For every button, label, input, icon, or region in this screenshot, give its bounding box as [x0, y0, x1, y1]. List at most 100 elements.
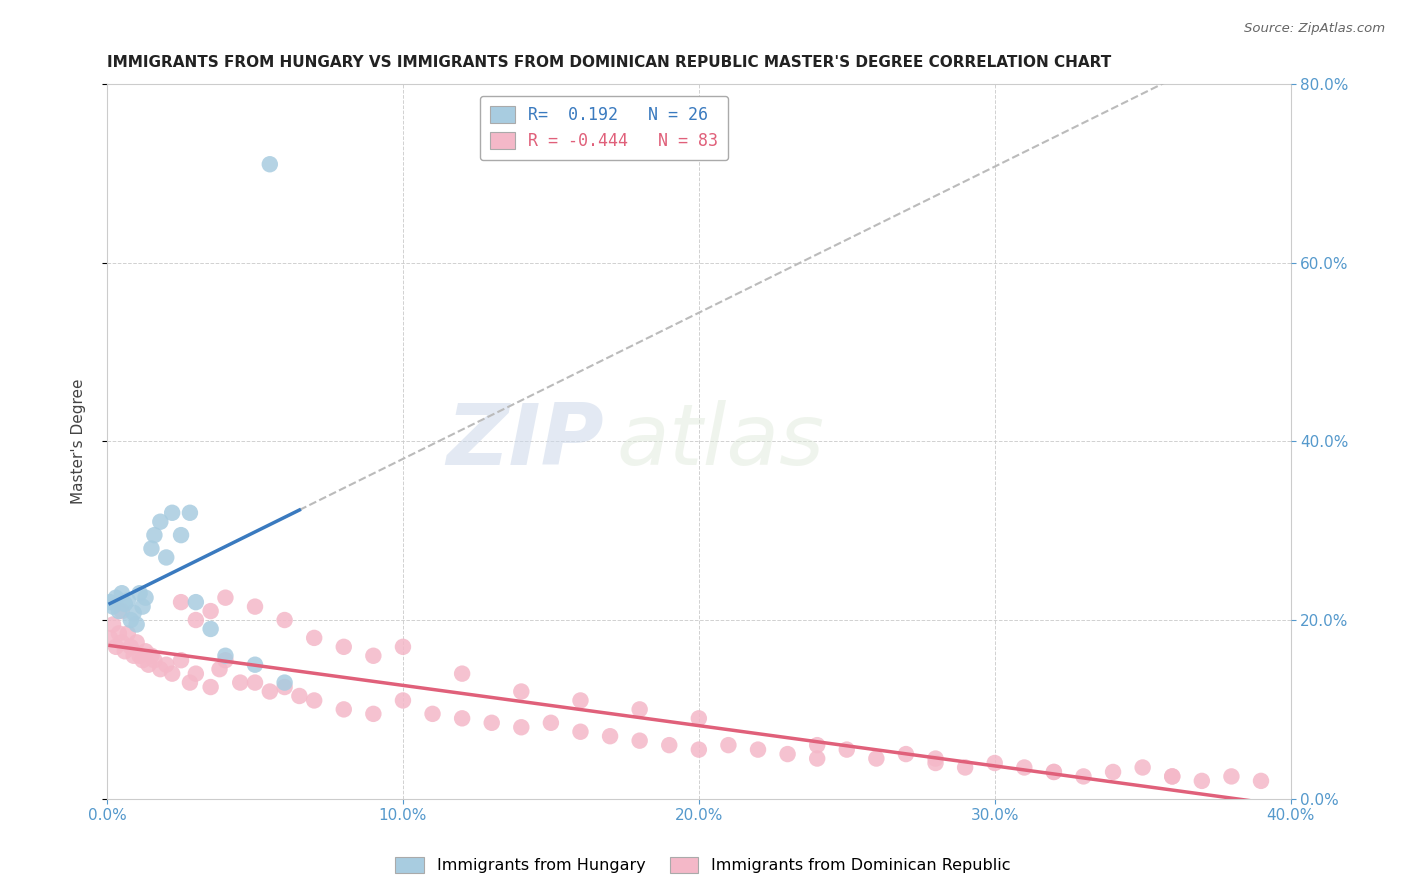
Point [155, 657, 177, 672]
Point [98, 631, 121, 645]
Point [229, 675, 252, 690]
Point [184, 666, 207, 681]
Point [138, 657, 160, 672]
Point [179, 675, 201, 690]
Point [111, 586, 134, 600]
Point [1073, 769, 1095, 783]
Point [747, 742, 769, 756]
Y-axis label: Master's Degree: Master's Degree [72, 378, 86, 504]
Point [806, 738, 828, 752]
Point [392, 693, 415, 707]
Point [101, 599, 124, 614]
Point [363, 706, 385, 721]
Point [149, 662, 172, 676]
Point [333, 640, 356, 654]
Point [104, 591, 127, 605]
Point [125, 617, 148, 632]
Point [451, 666, 474, 681]
Point [894, 747, 917, 761]
Point [259, 157, 281, 171]
Legend: Immigrants from Hungary, Immigrants from Dominican Republic: Immigrants from Hungary, Immigrants from… [389, 850, 1017, 880]
Point [1043, 764, 1066, 779]
Point [1132, 760, 1154, 774]
Point [184, 613, 207, 627]
Point [149, 515, 172, 529]
Legend: R=  0.192   N = 26, R = -0.444   N = 83: R= 0.192 N = 26, R = -0.444 N = 83 [479, 95, 728, 161]
Point [422, 706, 444, 721]
Point [214, 648, 236, 663]
Point [392, 640, 415, 654]
Point [200, 622, 222, 636]
Point [104, 640, 127, 654]
Point [273, 680, 295, 694]
Point [184, 595, 207, 609]
Point [510, 720, 533, 734]
Point [451, 711, 474, 725]
Point [628, 733, 651, 747]
Point [481, 715, 503, 730]
Point [179, 506, 201, 520]
Point [302, 693, 325, 707]
Point [128, 648, 150, 663]
Point [924, 756, 946, 770]
Point [117, 626, 139, 640]
Point [259, 684, 281, 698]
Point [243, 657, 266, 672]
Point [569, 693, 592, 707]
Point [333, 702, 356, 716]
Point [108, 626, 131, 640]
Point [776, 747, 799, 761]
Point [200, 604, 222, 618]
Point [1043, 764, 1066, 779]
Point [1014, 760, 1036, 774]
Point [135, 591, 157, 605]
Point [111, 635, 134, 649]
Point [302, 631, 325, 645]
Point [200, 680, 222, 694]
Point [214, 591, 236, 605]
Point [214, 653, 236, 667]
Point [98, 595, 121, 609]
Point [125, 635, 148, 649]
Point [1161, 769, 1184, 783]
Point [122, 606, 145, 620]
Point [599, 729, 621, 743]
Point [114, 597, 136, 611]
Point [122, 648, 145, 663]
Point [273, 613, 295, 627]
Point [688, 711, 710, 725]
Point [1191, 773, 1213, 788]
Point [170, 653, 193, 667]
Point [170, 595, 193, 609]
Point [243, 599, 266, 614]
Point [141, 648, 163, 663]
Point [363, 648, 385, 663]
Point [273, 675, 295, 690]
Point [160, 506, 183, 520]
Point [131, 599, 153, 614]
Point [688, 742, 710, 756]
Point [131, 653, 153, 667]
Point [1102, 764, 1125, 779]
Point [135, 644, 157, 658]
Point [143, 528, 166, 542]
Text: ZIP: ZIP [447, 400, 605, 483]
Point [243, 675, 266, 690]
Point [658, 738, 681, 752]
Point [1220, 769, 1243, 783]
Text: atlas: atlas [616, 400, 824, 483]
Point [208, 662, 231, 676]
Point [141, 541, 163, 556]
Point [983, 756, 1005, 770]
Point [160, 666, 183, 681]
Point [806, 751, 828, 765]
Text: IMMIGRANTS FROM HUNGARY VS IMMIGRANTS FROM DOMINICAN REPUBLIC MASTER'S DEGREE CO: IMMIGRANTS FROM HUNGARY VS IMMIGRANTS FR… [107, 55, 1111, 70]
Point [101, 617, 124, 632]
Point [865, 751, 887, 765]
Point [717, 738, 740, 752]
Point [114, 644, 136, 658]
Point [117, 593, 139, 607]
Point [835, 742, 858, 756]
Point [569, 724, 592, 739]
Point [120, 640, 142, 654]
